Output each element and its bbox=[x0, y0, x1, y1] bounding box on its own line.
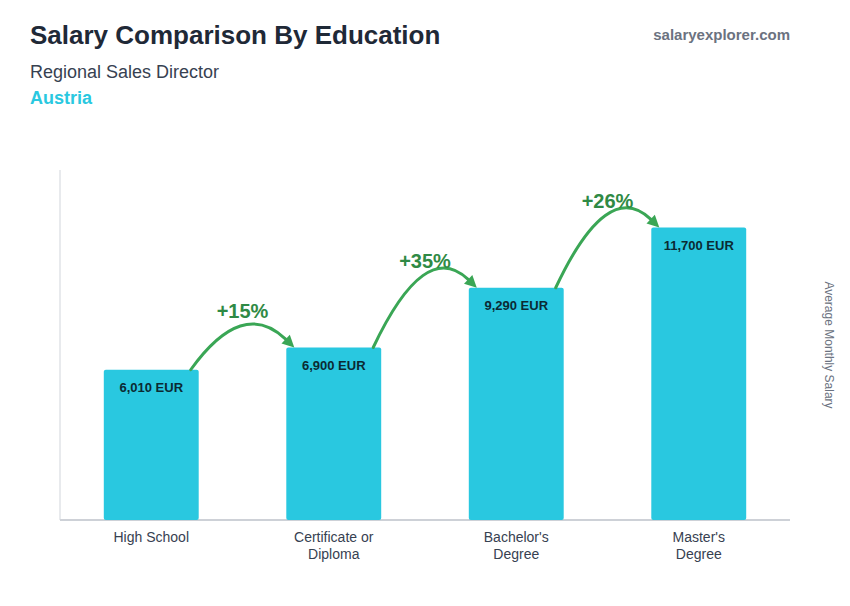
category-line: High School bbox=[114, 529, 190, 545]
change-arrow bbox=[373, 268, 468, 348]
value-label: 9,290 EUR bbox=[484, 298, 548, 313]
bar bbox=[469, 288, 564, 520]
plot-area bbox=[104, 228, 746, 521]
title: Salary Comparison By Education bbox=[30, 20, 440, 50]
change-label: +35% bbox=[399, 250, 451, 272]
value-label: 6,010 EUR bbox=[119, 380, 183, 395]
arrow-head bbox=[646, 215, 659, 228]
change-label: +26% bbox=[582, 190, 634, 212]
category-line: Degree bbox=[493, 546, 539, 562]
value-label: 11,700 EUR bbox=[664, 238, 735, 253]
value-label: 6,900 EUR bbox=[302, 358, 366, 373]
background bbox=[0, 0, 850, 606]
change-arrow bbox=[191, 324, 286, 370]
category-line: Degree bbox=[676, 546, 722, 562]
change-arrows bbox=[191, 208, 660, 370]
bar bbox=[286, 348, 381, 521]
category-line: Diploma bbox=[308, 546, 360, 562]
category-line: Master's bbox=[673, 529, 725, 545]
change-label: +15% bbox=[217, 300, 269, 322]
subtitle: Austria bbox=[30, 88, 93, 108]
category-line: Bachelor's bbox=[484, 529, 549, 545]
category-label: Master'sDegree bbox=[673, 529, 725, 562]
source-label: salaryexplorer.com bbox=[653, 26, 790, 43]
category-label: High School bbox=[114, 529, 190, 545]
change-arrow bbox=[556, 208, 651, 288]
category-label: Certificate orDiploma bbox=[294, 529, 374, 562]
category-line: Certificate or bbox=[294, 529, 374, 545]
y-axis-line bbox=[60, 170, 61, 520]
y-axis-label: Average Monthly Salary bbox=[822, 281, 836, 408]
bar bbox=[651, 228, 746, 521]
arrow-head bbox=[464, 275, 477, 288]
subtitle: Regional Sales Director bbox=[30, 62, 219, 82]
bar bbox=[104, 370, 199, 520]
arrow-head bbox=[281, 335, 294, 348]
category-label: Bachelor'sDegree bbox=[484, 529, 549, 562]
chart: Salary Comparison By Education Regional S… bbox=[0, 0, 850, 606]
